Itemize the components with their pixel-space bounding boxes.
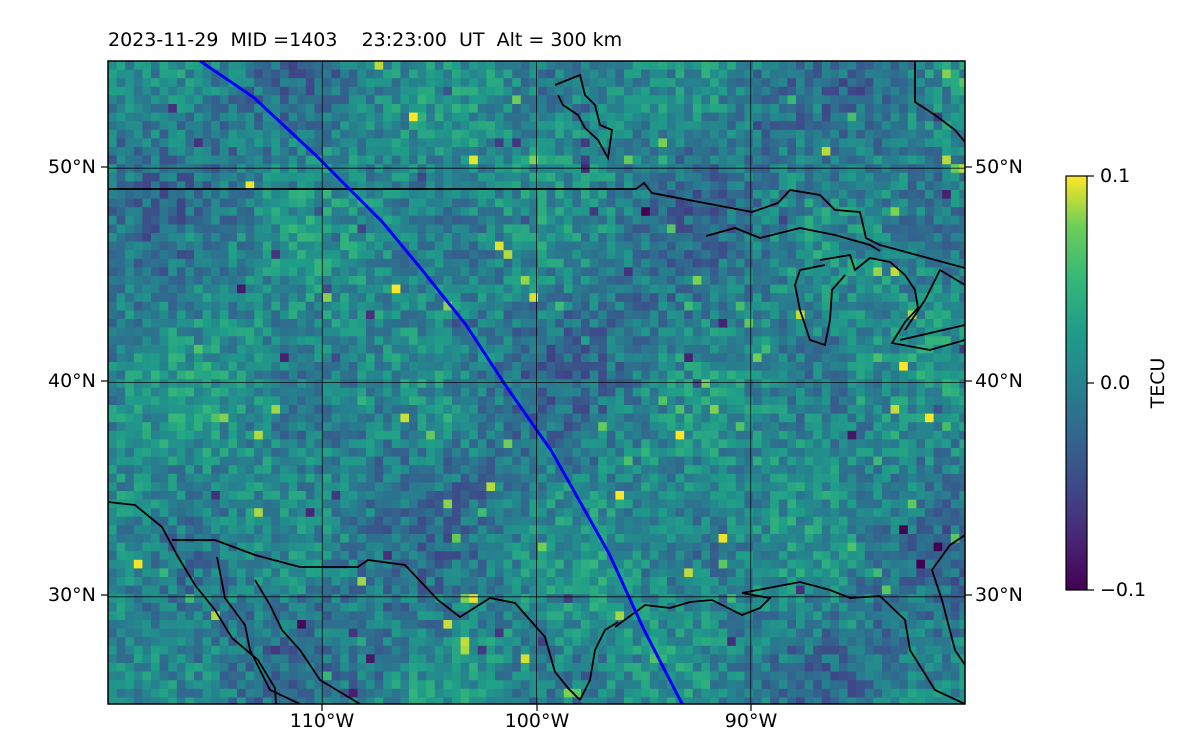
satellite-track [199,61,684,704]
colorbar-tick-label: 0.1 [1100,165,1131,187]
lat-tick-label-left: 30°N [48,584,96,606]
lat-tick-label-left: 40°N [48,370,96,392]
axis-ticks [101,166,972,711]
colorbar-label: TECU [1147,357,1169,409]
lat-tick-label-right: 30°N [975,584,1023,606]
map-title: 2023-11-29 MID =1403 23:23:00 UT Alt = 3… [108,29,623,51]
lat-tick-label-right: 50°N [975,156,1023,178]
colorbar-tick-label: 0.0 [1100,372,1131,394]
lon-tick-label: 100°W [504,710,570,732]
colorbar [1065,175,1088,591]
gridlines [108,61,965,704]
tec-field-cells [108,61,965,704]
colorbar-ticks [1087,175,1094,591]
colorbar-tick-label: −0.1 [1100,579,1147,601]
lon-tick-label: 90°W [724,710,778,732]
lon-tick-label: 110°W [289,710,355,732]
coastlines-borders [108,61,965,704]
lat-tick-label-right: 40°N [975,370,1023,392]
lat-tick-label-left: 50°N [48,156,96,178]
